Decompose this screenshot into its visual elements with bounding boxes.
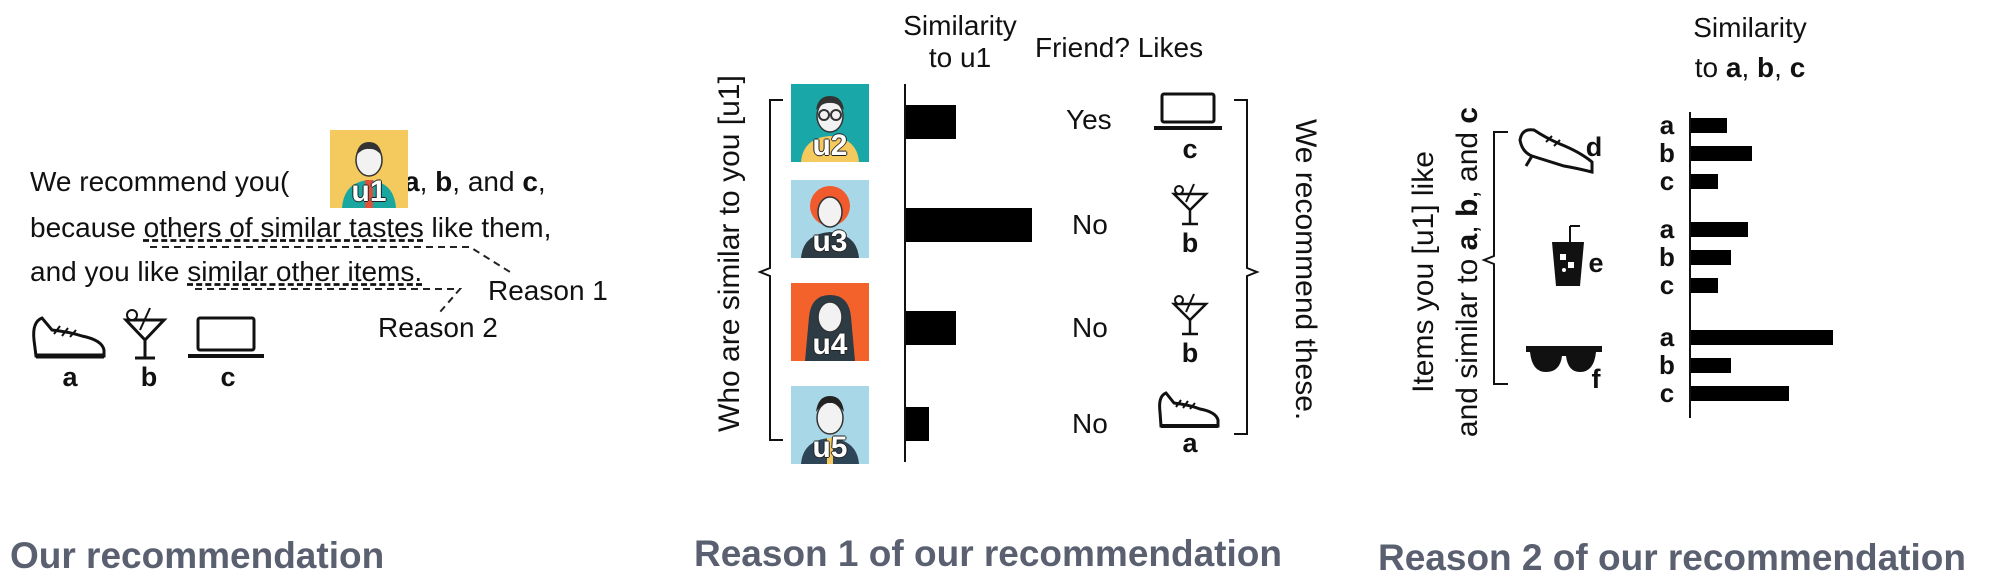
header-item-c: c: [1789, 52, 1806, 83]
avatar-u3: u3: [791, 180, 869, 258]
header-text: to: [1694, 52, 1726, 83]
person-icon: [801, 396, 859, 464]
line-text: like them,: [423, 212, 552, 243]
friend-status: No: [1072, 312, 1108, 343]
likes-item-label: a: [1182, 428, 1198, 458]
caption-reason-1: Reason 1 of our recommendation: [694, 533, 1282, 574]
line-text: because: [30, 212, 144, 243]
panel3-brace-axis: [1481, 112, 1691, 418]
laptop-icon: [1154, 92, 1222, 130]
header-item-b: b: [1757, 52, 1775, 83]
item-e-label: e: [1588, 248, 1604, 278]
similarity-header-line-1: Similarity: [903, 10, 1017, 41]
friend-status: Yes: [1066, 104, 1112, 135]
avatar-tag: u4: [812, 328, 848, 361]
cocktail-icon: [122, 307, 168, 360]
reason-connectors: [150, 246, 511, 313]
separator: ,: [419, 166, 436, 197]
sunglasses-icon: [1526, 346, 1602, 372]
similarity-bar-u3: [906, 208, 1032, 242]
shoe-icon: [32, 316, 106, 359]
icon-label-c: c: [220, 362, 236, 392]
laptop-icon: [188, 316, 264, 358]
cocktail-icon: [1170, 293, 1210, 336]
icon-label-a: a: [62, 362, 78, 392]
friend-likes-header: Friend? Likes: [1035, 32, 1204, 63]
similarity-bar-d-b: [1691, 146, 1752, 161]
dress-shoe-icon: [1518, 128, 1594, 174]
panel2-brackets-axis: [757, 84, 1260, 462]
similarity-row-label-a: a: [1659, 214, 1675, 244]
cocktail-icon: [1170, 183, 1210, 226]
similarity-bar-u5: [906, 407, 929, 441]
likes-item-label: b: [1181, 228, 1199, 258]
header-item-a: a: [1725, 52, 1742, 83]
likes-item-label: b: [1181, 338, 1199, 368]
similarity-header: Similarity to u1: [880, 10, 1040, 74]
similarity-row-label-b: b: [1659, 242, 1675, 272]
similarity-bar-e-a: [1691, 222, 1748, 237]
similarity-bar-u4: [906, 311, 956, 345]
item-b-label: b: [435, 166, 453, 197]
avatar-tag: u3: [812, 225, 848, 258]
separator: ,: [1774, 52, 1790, 83]
caption-reason-2: Reason 2 of our recommendation: [1378, 537, 1966, 578]
iced-drink-icon: [1552, 225, 1584, 286]
person-woman-icon: [805, 295, 855, 361]
reason-1-label: Reason 1: [488, 275, 608, 306]
reason-1-phrase: others of similar tastes: [143, 212, 424, 243]
similarity-bar-f-b: [1691, 358, 1731, 373]
item-c-label: c: [522, 166, 538, 197]
similarity-row-label-b: b: [1659, 138, 1675, 168]
similarity-bar-e-b: [1691, 250, 1731, 265]
similarity-header-line-2: to a, b, c: [1665, 48, 1835, 88]
friend-status: No: [1072, 408, 1108, 439]
item-d-label: d: [1585, 132, 1603, 162]
icon-label-b: b: [140, 362, 158, 392]
similarity-row-label-c: c: [1659, 166, 1675, 196]
panel3-similarity-header: Similarity to a, b, c: [1665, 8, 1835, 88]
similarity-row-label-b: b: [1659, 350, 1675, 380]
separator: , and: [452, 166, 523, 197]
person-icon: [342, 142, 396, 208]
similarity-header-line-1: Similarity: [1693, 12, 1807, 43]
friend-status: No: [1072, 209, 1108, 240]
separator: ,: [537, 166, 546, 197]
avatar-u1: u1: [330, 130, 408, 208]
similarity-header-line-2: to u1: [928, 42, 992, 73]
similarity-row-label-c: c: [1659, 378, 1675, 408]
similarity-bar-d-a: [1691, 118, 1727, 133]
person-woman-icon: [801, 186, 859, 258]
reason-2-phrase: similar other items.: [187, 256, 423, 287]
recommendation-line-3: and you like similar other items.: [30, 256, 422, 288]
person-glasses-icon: [801, 96, 859, 162]
avatar-tag: u5: [812, 431, 848, 464]
similarity-bar-u2: [906, 105, 956, 139]
avatar-tag: u1: [351, 175, 387, 208]
avatar-u2: u2: [791, 84, 869, 162]
similarity-bar-e-c: [1691, 278, 1718, 293]
reason-2-label: Reason 2: [378, 312, 498, 343]
caption-our-recommendation: Our recommendation: [10, 535, 385, 576]
avatar-tag: u2: [812, 129, 848, 162]
similarity-bar-f-a: [1691, 330, 1833, 345]
likes-item-label: c: [1182, 134, 1198, 164]
similarity-row-label-a: a: [1659, 322, 1675, 352]
recommendation-line-1: We recommend you( ) a, b, and c,: [30, 166, 546, 198]
similarity-row-label-a: a: [1659, 110, 1675, 140]
line-text: and you like: [30, 256, 188, 287]
avatar-u4: u4: [791, 283, 869, 361]
similarity-bar-d-c: [1691, 174, 1718, 189]
similarity-row-label-c: c: [1659, 270, 1675, 300]
similarity-bar-f-c: [1691, 386, 1789, 401]
separator: ,: [1741, 52, 1758, 83]
recommendation-line-2: because others of similar tastes like th…: [30, 212, 551, 244]
avatar-u5: u5: [791, 386, 869, 464]
item-f-label: f: [1591, 364, 1601, 394]
shoe-icon: [1158, 391, 1220, 428]
recommendation-text: We recommend you(: [30, 166, 290, 197]
